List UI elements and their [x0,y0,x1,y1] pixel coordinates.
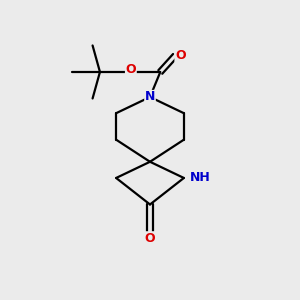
Text: O: O [145,232,155,245]
Text: O: O [125,62,136,76]
Text: N: N [145,91,155,103]
Text: O: O [175,49,186,62]
Text: NH: NH [190,172,210,184]
